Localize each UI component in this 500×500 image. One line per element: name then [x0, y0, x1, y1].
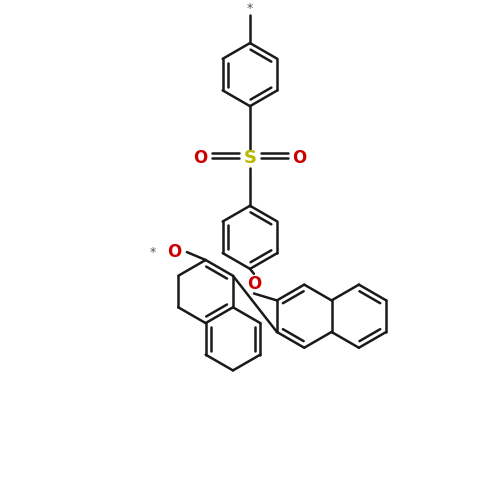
Text: *: * [247, 2, 253, 15]
Text: O: O [194, 150, 208, 168]
Text: S: S [244, 150, 256, 168]
Text: O: O [167, 243, 181, 261]
Text: *: * [150, 246, 156, 258]
Text: O: O [292, 150, 306, 168]
Text: O: O [247, 274, 261, 292]
